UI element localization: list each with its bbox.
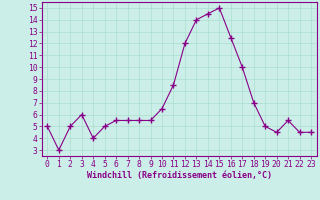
X-axis label: Windchill (Refroidissement éolien,°C): Windchill (Refroidissement éolien,°C) [87,171,272,180]
